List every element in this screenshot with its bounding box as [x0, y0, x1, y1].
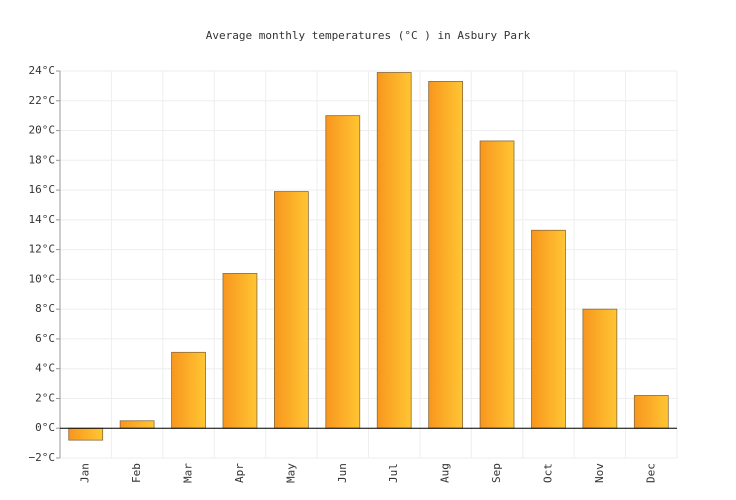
y-tick-label: 10°C [29, 272, 56, 285]
bar [531, 229, 566, 429]
y-tick-label: 2°C [35, 391, 55, 404]
y-tick-label: 8°C [35, 302, 55, 315]
x-tick-label: Feb [130, 463, 143, 483]
bar [428, 81, 463, 429]
x-tick-label: May [284, 463, 297, 483]
y-tick-label: 16°C [29, 183, 56, 196]
y-tick-label: −2°C [29, 451, 56, 464]
bar [582, 308, 618, 429]
x-tick-label: Aug [439, 463, 452, 483]
bar [633, 395, 669, 429]
y-tick-label: 20°C [29, 124, 56, 137]
x-tick-label: Nov [593, 463, 606, 483]
y-tick-label: 4°C [35, 362, 55, 375]
x-tick-label: Jun [336, 463, 349, 483]
x-tick-label: Jul [387, 463, 400, 483]
bar [119, 420, 155, 429]
y-tick-label: 14°C [29, 213, 56, 226]
x-tick-label: Oct [541, 463, 554, 483]
bar [376, 72, 412, 429]
bar [479, 140, 515, 429]
bar [171, 351, 206, 429]
chart-title: Average monthly temperatures (°C ) in As… [206, 29, 531, 42]
y-tick-label: 22°C [29, 94, 56, 107]
x-tick-label: Mar [182, 463, 195, 483]
x-tick-label: Dec [644, 463, 657, 483]
bar [222, 273, 258, 429]
y-tick-label: 24°C [29, 64, 56, 77]
y-tick-label: 18°C [29, 153, 56, 166]
bar [274, 191, 309, 429]
y-tick-label: 0°C [35, 421, 55, 434]
bar [68, 427, 104, 441]
x-tick-label: Jan [79, 463, 92, 483]
bar [325, 115, 361, 429]
y-tick-label: 6°C [35, 332, 55, 345]
y-tick-label: 12°C [29, 243, 56, 256]
x-tick-label: Apr [233, 463, 246, 483]
x-tick-label: Sep [490, 463, 503, 483]
